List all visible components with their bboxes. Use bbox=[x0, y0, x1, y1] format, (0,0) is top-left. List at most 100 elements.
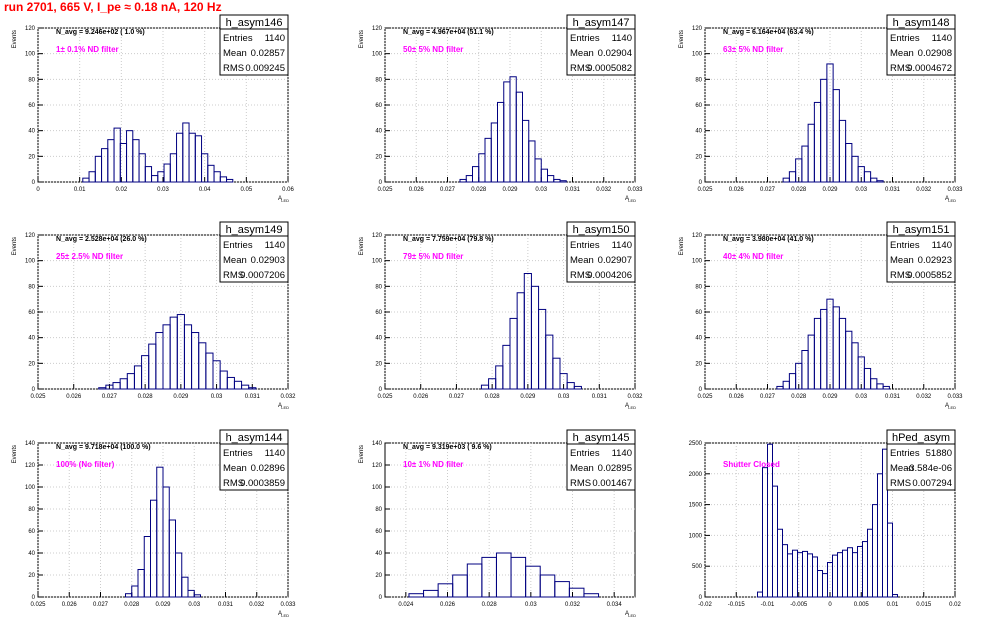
histogram-bin bbox=[144, 166, 153, 183]
y-tick-label: 120 bbox=[692, 233, 703, 239]
y-axis-label: Events bbox=[679, 30, 685, 48]
histogram-bin bbox=[566, 382, 575, 390]
histogram-bin bbox=[568, 587, 585, 598]
stats-label: RMS bbox=[890, 63, 911, 74]
stats-label: RMS bbox=[223, 63, 244, 74]
x-tick-label: 0.028 bbox=[482, 602, 498, 608]
y-axis-label: Events bbox=[12, 30, 18, 48]
y-tick-label: 80 bbox=[28, 77, 35, 83]
stats-value: 0.02923 bbox=[918, 255, 952, 266]
x-tick-label: 0.032 bbox=[916, 187, 932, 193]
stats-value: 0.0005852 bbox=[907, 270, 952, 281]
y-tick-label: 60 bbox=[375, 103, 382, 109]
histogram-bin bbox=[181, 576, 189, 598]
x-tick-label: 0.04 bbox=[199, 187, 211, 193]
histogram-bin bbox=[887, 522, 893, 598]
y-tick-label: 0 bbox=[699, 387, 703, 393]
x-tick-label: 0.028 bbox=[138, 394, 154, 400]
y-tick-label: 500 bbox=[692, 564, 703, 570]
x-axis-label: A bbox=[945, 196, 949, 202]
x-tick-label: 0.02 bbox=[949, 602, 961, 608]
y-tick-label: 40 bbox=[375, 129, 382, 135]
stats-box bbox=[566, 221, 636, 283]
x-axis-label-subscript: LED bbox=[281, 613, 289, 618]
stats-value: 0.02908 bbox=[918, 48, 952, 59]
x-tick-label: 0.03 bbox=[855, 394, 867, 400]
x-tick-label: 0.025 bbox=[30, 602, 46, 608]
y-tick-label: 140 bbox=[25, 441, 36, 447]
stats-value: 1140 bbox=[932, 240, 952, 251]
y-tick-label: 120 bbox=[25, 233, 36, 239]
histogram-name: h_asym144 bbox=[226, 432, 283, 444]
x-tick-label: 0.01 bbox=[887, 602, 899, 608]
x-axis-label: A bbox=[278, 196, 282, 202]
x-tick-label: 0.015 bbox=[916, 602, 932, 608]
x-axis-label: A bbox=[625, 196, 629, 202]
histogram-panel-h_asym148: 0.025 0.026 0.027 0.028 0.029 0.03 0.031 0.032 0… bbox=[679, 14, 963, 203]
x-tick-label: 0.029 bbox=[155, 602, 171, 608]
stats-value: 0.0004206 bbox=[587, 270, 632, 281]
stats-value: 1140 bbox=[612, 448, 632, 459]
x-tick-label: 0.032 bbox=[249, 602, 265, 608]
histogram-name: h_asym148 bbox=[893, 17, 950, 29]
y-tick-label: 20 bbox=[28, 154, 35, 160]
histogram-bin bbox=[241, 384, 250, 390]
x-tick-label: 0.032 bbox=[565, 602, 581, 608]
stats-label: Entries bbox=[890, 240, 920, 251]
run-title: run 2701, 665 V, I_pe ≈ 0.18 nA, 120 Hz bbox=[4, 0, 222, 14]
y-tick-label: 0 bbox=[379, 180, 383, 186]
histogram-bin bbox=[573, 385, 582, 390]
x-tick-label: 0.03 bbox=[535, 187, 547, 193]
stats-label: Entries bbox=[570, 240, 600, 251]
x-tick-label: 0.03 bbox=[525, 602, 537, 608]
x-tick-label: -0.02 bbox=[698, 602, 712, 608]
histogram-name: h_asym150 bbox=[573, 224, 630, 236]
stats-label: Mean bbox=[570, 463, 594, 474]
histogram-name: h_asym147 bbox=[573, 17, 630, 29]
x-tick-label: 0.06 bbox=[282, 187, 294, 193]
histogram-panel-h_asym150: 0.025 0.026 0.027 0.028 0.029 0.03 0.031 0.032 0… bbox=[359, 221, 643, 410]
x-axis-label: A bbox=[278, 403, 282, 409]
x-tick-label: 0.03 bbox=[211, 394, 223, 400]
y-tick-label: 40 bbox=[375, 551, 382, 557]
x-tick-label: 0.028 bbox=[791, 394, 807, 400]
x-tick-label: 0.034 bbox=[607, 602, 623, 608]
histogram-panel-hPed_asym: -0.02 -0.015 -0.01 -0.005 0 0.005 0.01 0.015 0.0… bbox=[689, 429, 961, 608]
y-tick-label: 20 bbox=[28, 573, 35, 579]
y-tick-label: 20 bbox=[695, 154, 702, 160]
histogram-panel-h_asym147: 0.025 0.026 0.027 0.028 0.029 0.03 0.031 0.032 0… bbox=[359, 14, 643, 203]
navg-label: N_avg = 7.759e+04 (79.8 %) bbox=[403, 236, 494, 243]
stats-box bbox=[886, 221, 956, 283]
histogram-bin bbox=[870, 177, 878, 183]
y-tick-label: 60 bbox=[695, 310, 702, 316]
y-tick-label: 0 bbox=[699, 595, 703, 601]
stats-value: 0.009245 bbox=[245, 63, 285, 74]
y-axis-label: Events bbox=[12, 445, 18, 463]
y-tick-label: 20 bbox=[375, 573, 382, 579]
stats-value: 0.02896 bbox=[251, 463, 285, 474]
stats-box bbox=[566, 14, 636, 76]
y-tick-label: 40 bbox=[695, 336, 702, 342]
x-tick-label: 0.03 bbox=[188, 602, 200, 608]
y-tick-label: 0 bbox=[32, 180, 36, 186]
x-tick-label: 0.031 bbox=[565, 187, 581, 193]
y-tick-label: 40 bbox=[28, 129, 35, 135]
stats-label: Mean bbox=[890, 463, 914, 474]
x-tick-label: 0.01 bbox=[74, 187, 86, 193]
y-tick-label: 60 bbox=[375, 529, 382, 535]
y-tick-label: 100 bbox=[25, 485, 36, 491]
y-tick-label: 20 bbox=[695, 361, 702, 367]
y-tick-label: 0 bbox=[32, 595, 36, 601]
stats-box bbox=[886, 14, 956, 76]
filter-label: 79± 5% ND filter bbox=[403, 252, 463, 261]
stats-value: 0.02895 bbox=[598, 463, 632, 474]
stats-label: Mean bbox=[890, 255, 914, 266]
y-tick-label: 80 bbox=[695, 284, 702, 290]
stats-label: Entries bbox=[890, 33, 920, 44]
navg-label: N_avg = 2.528e+04 (26.0 %) bbox=[56, 236, 147, 243]
y-tick-label: 120 bbox=[25, 463, 36, 469]
x-tick-label: 0.025 bbox=[697, 394, 713, 400]
navg-label: N_avg = 9.319e+03 ( 9.6 %) bbox=[403, 444, 492, 451]
x-tick-label: 0.027 bbox=[760, 187, 776, 193]
x-tick-label: 0.026 bbox=[440, 602, 456, 608]
